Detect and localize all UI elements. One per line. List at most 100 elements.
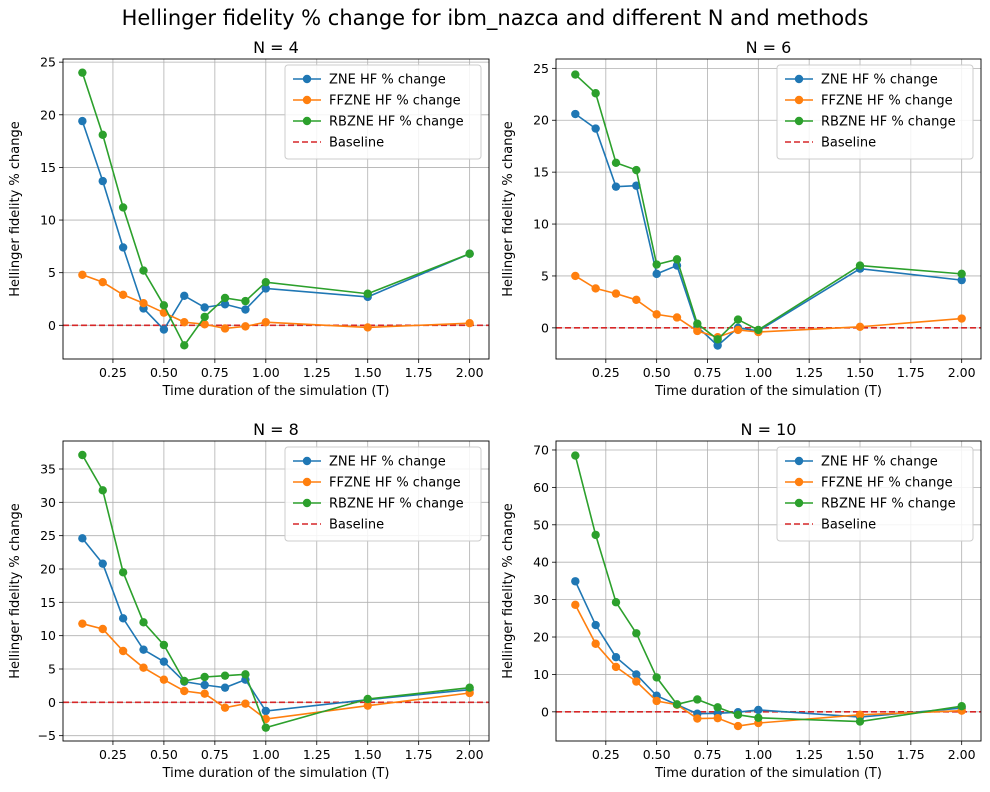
y-tick-label: 0 [48, 695, 56, 710]
y-tick-label: −5 [38, 728, 56, 743]
y-tick-label: 10 [533, 217, 549, 232]
data-point [672, 255, 682, 264]
data-point [78, 450, 87, 460]
x-tick-label: 1.50 [354, 365, 382, 380]
series-line [574, 580, 962, 718]
data-point [241, 305, 250, 314]
legend-entry-rbzne-hf-change: RBZNE HF % change [293, 115, 464, 130]
legend-entry-rbzne-hf-change: RBZNE HF % change [785, 497, 956, 512]
series-ffzne-hf-change [78, 270, 474, 333]
data-point [733, 710, 743, 720]
data-point [632, 629, 641, 638]
x-tick-label: 0.50 [643, 365, 671, 380]
data-point [591, 284, 600, 293]
legend-label: FFZNE HF % change [821, 94, 953, 109]
series-rbzne-hf-change [571, 451, 966, 726]
legend-label: RBZNE HF % change [821, 497, 956, 512]
data-point [98, 130, 107, 139]
data-point [200, 303, 209, 312]
y-tick-label: 0 [541, 320, 549, 335]
data-point [98, 559, 107, 568]
legend-entry-zne-hf-change: ZNE HF % change [293, 455, 446, 470]
legend-label: RBZNE HF % change [329, 497, 464, 512]
data-point [139, 663, 148, 672]
data-point [220, 324, 230, 333]
data-point [159, 325, 169, 334]
y-tick-label: 15 [533, 165, 549, 180]
data-point [180, 317, 189, 327]
legend-entry-zne-hf-change: ZNE HF % change [293, 73, 446, 88]
axes-frame [555, 58, 982, 360]
y-tick-label: 10 [40, 213, 56, 228]
data-point [465, 319, 474, 328]
y-tick-label: 25 [40, 55, 56, 70]
x-tick-label: 1.25 [795, 365, 823, 380]
data-point [611, 662, 621, 672]
data-point [139, 618, 148, 627]
x-tick-label: 1.25 [303, 365, 331, 380]
data-point [693, 695, 702, 704]
data-point [98, 277, 107, 287]
legend-label: FFZNE HF % change [329, 476, 461, 491]
x-tick-label: 0.75 [694, 365, 722, 380]
data-point [713, 341, 722, 350]
legend-swatch-marker [302, 456, 312, 466]
data-point [713, 335, 722, 344]
data-point [241, 699, 250, 708]
series-line [81, 120, 470, 331]
subplot-title: N = 6 [746, 38, 792, 57]
data-point [118, 290, 128, 299]
legend-entry-rbzne-hf-change: RBZNE HF % change [785, 115, 956, 130]
y-tick-label: 15 [40, 160, 56, 175]
subplot-2: 0.25 0.50 0.75 1.00 1.25 1.50 1.75 2.00 0 5 10 15 20… [501, 38, 982, 399]
legend-entry-ffzne-hf-change: FFZNE HF % change [785, 94, 953, 109]
legend-swatch-marker [302, 95, 312, 105]
data-point [241, 296, 250, 306]
data-point [713, 703, 722, 712]
x-tick-label: 1.50 [846, 747, 874, 762]
data-point [693, 714, 702, 723]
data-point [363, 701, 372, 710]
data-point [200, 312, 209, 322]
y-tick-label: 50 [533, 517, 549, 532]
y-tick-label: 5 [48, 662, 56, 677]
data-point [261, 706, 271, 716]
data-point [733, 315, 743, 324]
legend-entry-ffzne-hf-change: FFZNE HF % change [293, 94, 461, 109]
series-ffzne-hf-change [571, 600, 966, 731]
series-line [574, 455, 962, 723]
legend-swatch-marker [794, 95, 804, 105]
data-point [855, 710, 865, 720]
series-line [81, 454, 470, 729]
legend: ZNE HF % change FFZNE HF % change RBZNE HF… [776, 446, 974, 542]
data-point [855, 717, 865, 726]
x-tick-label: 2.00 [456, 747, 484, 762]
series-line [574, 73, 962, 341]
y-tick-label: 5 [541, 268, 549, 283]
data-point [855, 322, 865, 332]
data-point [261, 317, 271, 327]
x-axis-label: Time duration of the simulation (T) [654, 384, 882, 399]
y-tick-label: 25 [40, 528, 56, 543]
y-tick-label: 70 [533, 442, 549, 457]
x-tick-label: 0.25 [99, 747, 127, 762]
legend-entry-baseline: Baseline [293, 136, 384, 151]
legend-entry-zne-hf-change: ZNE HF % change [785, 455, 938, 470]
y-tick-label: 10 [533, 667, 549, 682]
data-point [957, 275, 966, 285]
x-tick-label: 0.75 [201, 747, 229, 762]
legend-label: ZNE HF % change [329, 73, 446, 88]
legend-swatch-marker [302, 74, 312, 84]
subplot-1: 0.25 0.50 0.75 1.00 1.25 1.50 1.75 2.00 0 5 10 15 20… [8, 38, 490, 399]
series-line [574, 604, 962, 727]
data-point [261, 277, 271, 287]
data-point [571, 70, 580, 79]
series-line [81, 537, 470, 712]
y-axis-label: Hellinger fidelity % change [8, 503, 23, 679]
data-point [220, 293, 230, 303]
y-tick-label: 0 [541, 704, 549, 719]
legend-entry-rbzne-hf-change: RBZNE HF % change [293, 497, 464, 512]
data-point [652, 696, 661, 706]
data-point [220, 683, 230, 692]
